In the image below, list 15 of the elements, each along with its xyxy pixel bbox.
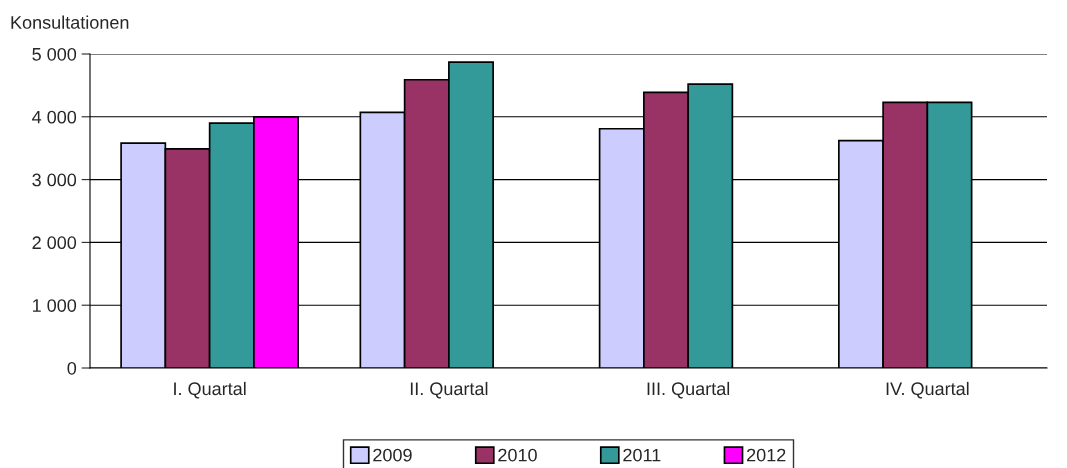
y-tick-label: 4 000: [32, 110, 77, 124]
x-tick-label: I. Quartal: [174, 381, 246, 399]
y-tick-label: 1 000: [33, 299, 77, 312]
legend-label: 2010: [498, 448, 537, 462]
x-tick-label: III. Quartal: [647, 381, 730, 399]
y-tick-label: 3 000: [32, 173, 77, 187]
y-tick-label: 0: [67, 361, 77, 375]
y-axis-title: Konsultationen: [11, 15, 129, 29]
y-tick-label: 2 000: [32, 236, 77, 250]
legend-label: 2011: [623, 448, 661, 462]
x-tick-label: IV. Quartal: [886, 381, 969, 399]
legend-label: 2012: [747, 448, 786, 462]
legend-label: 2009: [373, 448, 412, 462]
y-tick-label: 5 000: [32, 47, 77, 61]
x-tick-label: II. Quartal: [410, 381, 488, 399]
